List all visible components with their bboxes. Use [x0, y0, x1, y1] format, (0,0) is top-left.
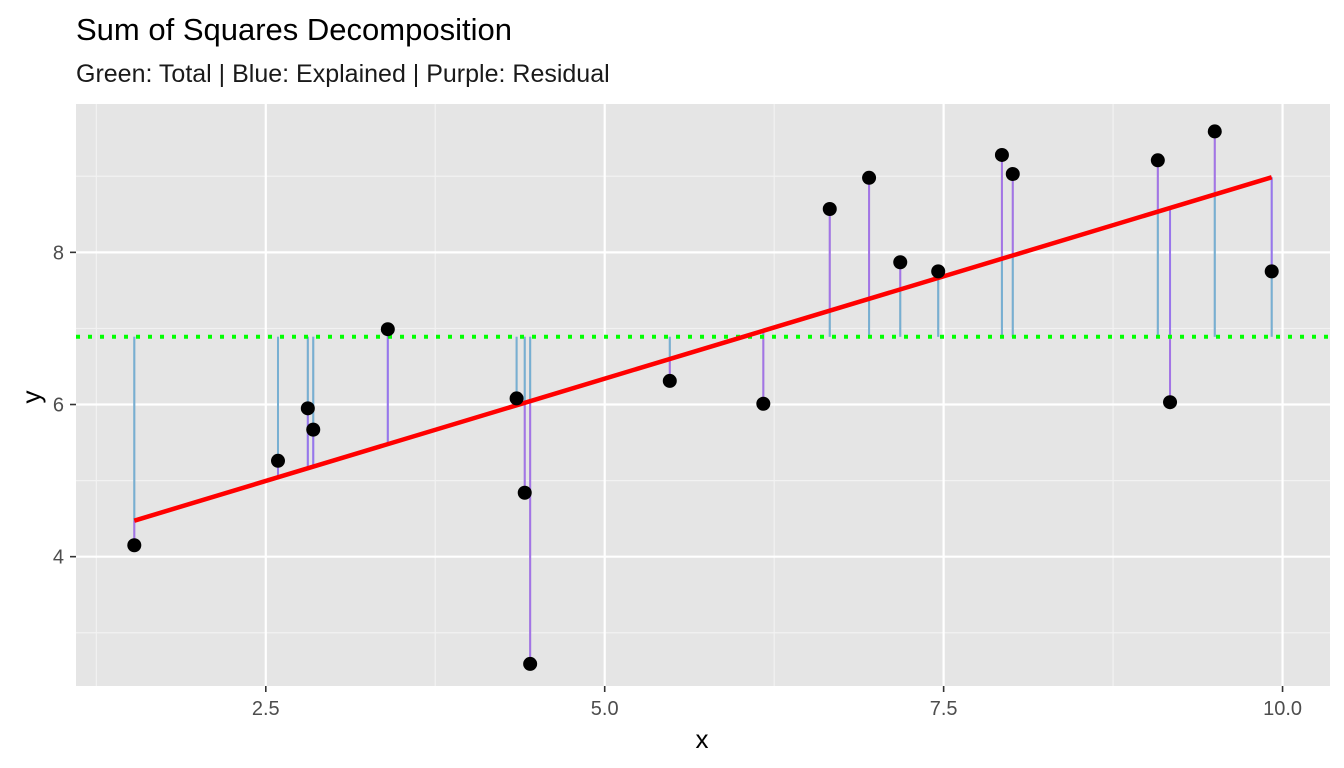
data-point [662, 373, 677, 388]
x-tick-label: 10.0 [1263, 698, 1302, 720]
regression-line [133, 175, 1273, 523]
chart-subtitle: Green: Total | Blue: Explained | Purple:… [76, 60, 610, 88]
data-point [517, 485, 532, 500]
y-tick-label: 6 [53, 395, 64, 417]
data-point [1163, 395, 1178, 410]
data-point [300, 401, 315, 416]
x-tick-label: 2.5 [252, 698, 280, 720]
x-tick-label: 7.5 [930, 698, 958, 720]
data-point [1207, 124, 1222, 139]
chart-title: Sum of Squares Decomposition [76, 12, 512, 47]
data-points [127, 124, 1279, 671]
data-point [1150, 153, 1165, 168]
y-tick-label: 8 [53, 242, 64, 264]
data-point [994, 147, 1009, 162]
y-axis-title: y [16, 391, 46, 404]
x-axis-ticks: 2.5 5.0 7.5 10.0 [252, 686, 1302, 720]
plot-panel [76, 104, 1330, 686]
data-point [127, 538, 142, 553]
data-point [862, 170, 877, 185]
data-point [509, 391, 524, 406]
data-point [523, 656, 538, 671]
data-point [931, 264, 946, 279]
y-tick-label: 4 [53, 547, 64, 569]
data-point [1005, 166, 1020, 181]
regression-line-group [133, 175, 1273, 523]
data-point [822, 201, 837, 216]
data-point [1264, 264, 1279, 279]
data-point [893, 255, 908, 270]
y-axis-ticks: 4 6 8 [53, 242, 76, 569]
grid-lines [76, 104, 1330, 686]
data-point [756, 396, 771, 411]
deviation-segments [133, 131, 1273, 664]
data-point [270, 453, 285, 468]
data-point [306, 422, 321, 437]
x-axis-title: x [696, 724, 709, 754]
data-point [380, 322, 395, 337]
x-tick-label: 5.0 [591, 698, 619, 720]
